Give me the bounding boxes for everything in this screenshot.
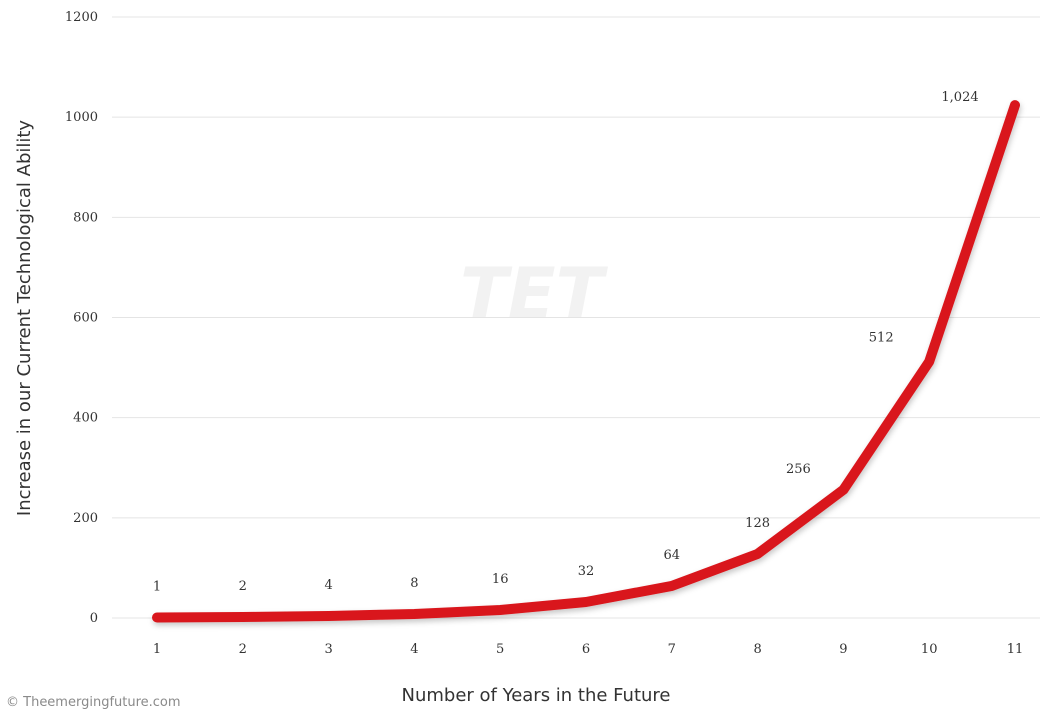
- data-point: [840, 487, 846, 493]
- y-tick-label: 0: [90, 611, 98, 626]
- data-point: [240, 614, 246, 620]
- data-point: [497, 607, 503, 613]
- data-point: [755, 551, 761, 557]
- data-label: 1: [153, 579, 161, 594]
- x-axis-ticks: 1 2 3 4 5 6 7 8 9 10 11: [153, 642, 1023, 657]
- data-point: [326, 613, 332, 619]
- data-label: 4: [324, 578, 332, 593]
- x-axis-title: Number of Years in the Future: [401, 685, 670, 706]
- x-tick-label: 7: [668, 642, 676, 657]
- x-tick-label: 3: [324, 642, 332, 657]
- data-label: 32: [578, 564, 595, 579]
- data-label: 512: [869, 331, 894, 346]
- data-label: 64: [664, 548, 681, 563]
- x-tick-label: 9: [839, 642, 847, 657]
- y-tick-label: 200: [73, 511, 98, 526]
- data-point: [669, 583, 675, 589]
- data-point: [1012, 102, 1018, 108]
- data-point: [926, 359, 932, 365]
- series-line: [152, 100, 1020, 623]
- y-tick-label: 800: [73, 210, 98, 225]
- y-tick-label: 1000: [65, 110, 98, 125]
- x-tick-label: 8: [753, 642, 761, 657]
- x-tick-label: 5: [496, 642, 504, 657]
- y-tick-label: 1200: [65, 10, 98, 25]
- y-axis-title: Increase in our Current Technological Ab…: [14, 120, 35, 517]
- x-tick-label: 6: [582, 642, 590, 657]
- watermark-logo: TET: [460, 253, 609, 335]
- data-point: [583, 599, 589, 605]
- data-point: [411, 611, 417, 617]
- data-labels: 1 2 4 8 16 32 64 128 256 512 1,024: [153, 90, 979, 594]
- data-label: 8: [410, 576, 418, 591]
- gridlines: [112, 16, 1040, 619]
- data-label: 128: [745, 516, 770, 531]
- data-point: [154, 614, 160, 620]
- x-tick-label: 2: [239, 642, 247, 657]
- data-label: 2: [239, 579, 247, 594]
- copyright-credit: © Theemergingfuture.com: [6, 695, 181, 710]
- x-tick-label: 10: [921, 642, 938, 657]
- y-tick-label: 400: [73, 411, 98, 426]
- series-group: [152, 100, 1020, 623]
- x-tick-label: 11: [1007, 642, 1024, 657]
- data-label: 256: [786, 462, 811, 477]
- data-label: 1,024: [941, 90, 978, 105]
- data-label: 16: [492, 572, 509, 587]
- y-tick-label: 600: [73, 311, 98, 326]
- y-axis-ticks: 0 200 400 600 800 1000 1200: [65, 10, 98, 626]
- x-tick-label: 1: [153, 642, 161, 657]
- x-tick-label: 4: [410, 642, 418, 657]
